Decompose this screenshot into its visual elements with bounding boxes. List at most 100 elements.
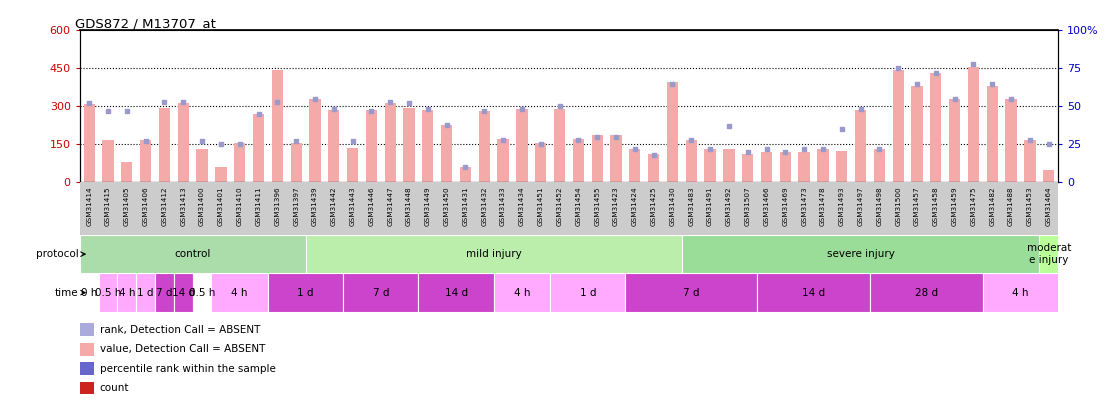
Bar bbox=[117, 273, 136, 312]
Text: percentile rank within the sample: percentile rank within the sample bbox=[100, 364, 276, 373]
Text: GSM31446: GSM31446 bbox=[368, 186, 375, 226]
Bar bbox=[926, 182, 945, 235]
Bar bbox=[967, 67, 979, 182]
Bar bbox=[99, 182, 117, 235]
Bar bbox=[813, 182, 832, 235]
Bar bbox=[837, 151, 848, 182]
Text: GSM31507: GSM31507 bbox=[745, 186, 751, 226]
Bar bbox=[400, 182, 419, 235]
Bar bbox=[193, 182, 212, 235]
Point bbox=[155, 98, 173, 105]
Text: 1 d: 1 d bbox=[297, 288, 314, 298]
Bar bbox=[497, 139, 509, 182]
Bar bbox=[403, 108, 414, 182]
Bar bbox=[136, 182, 155, 235]
Text: GSM31452: GSM31452 bbox=[556, 186, 563, 226]
Point bbox=[607, 134, 625, 140]
Bar bbox=[366, 110, 377, 182]
Point bbox=[513, 106, 531, 113]
Bar bbox=[889, 182, 907, 235]
Bar bbox=[438, 182, 456, 235]
Bar bbox=[271, 70, 283, 182]
Point bbox=[438, 121, 455, 128]
Text: GSM31498: GSM31498 bbox=[876, 186, 882, 226]
Point bbox=[362, 108, 380, 114]
Point bbox=[720, 123, 738, 129]
Point bbox=[814, 145, 832, 152]
Text: 7 d: 7 d bbox=[683, 288, 699, 298]
Point bbox=[268, 98, 286, 105]
Text: 4 h: 4 h bbox=[514, 288, 530, 298]
Bar bbox=[362, 182, 381, 235]
Text: GSM31455: GSM31455 bbox=[594, 186, 601, 226]
Point bbox=[626, 145, 644, 152]
Text: GSM31459: GSM31459 bbox=[952, 186, 957, 226]
Point bbox=[777, 149, 794, 155]
Bar bbox=[268, 182, 287, 235]
Text: GSM31464: GSM31464 bbox=[1046, 186, 1051, 226]
Text: GSM31458: GSM31458 bbox=[933, 186, 938, 226]
Text: GSM31450: GSM31450 bbox=[443, 186, 450, 226]
Bar bbox=[215, 167, 226, 182]
Bar bbox=[290, 143, 301, 182]
Bar bbox=[532, 182, 551, 235]
Bar bbox=[475, 182, 494, 235]
Bar bbox=[931, 73, 942, 182]
Bar bbox=[625, 273, 757, 312]
Bar bbox=[776, 182, 794, 235]
Point bbox=[984, 80, 1002, 87]
Text: GSM31475: GSM31475 bbox=[971, 186, 976, 226]
Point bbox=[909, 80, 926, 87]
Text: GSM31425: GSM31425 bbox=[650, 186, 657, 226]
Text: GSM31449: GSM31449 bbox=[424, 186, 431, 226]
Bar bbox=[325, 182, 343, 235]
Text: GSM31493: GSM31493 bbox=[839, 186, 844, 226]
Text: 4 h: 4 h bbox=[119, 288, 135, 298]
Bar bbox=[419, 182, 438, 235]
Bar bbox=[456, 182, 475, 235]
Bar bbox=[964, 182, 983, 235]
Bar bbox=[986, 86, 998, 182]
Text: GSM31401: GSM31401 bbox=[218, 186, 224, 226]
Bar bbox=[80, 235, 306, 273]
Bar bbox=[851, 182, 870, 235]
Text: 7 d: 7 d bbox=[156, 288, 173, 298]
Point bbox=[1022, 136, 1039, 143]
Point bbox=[551, 103, 568, 110]
Bar bbox=[249, 182, 268, 235]
Bar bbox=[268, 273, 343, 312]
Bar bbox=[592, 135, 603, 182]
Bar bbox=[625, 182, 644, 235]
Text: GSM31411: GSM31411 bbox=[256, 186, 261, 226]
Bar bbox=[700, 182, 719, 235]
Text: 0 h: 0 h bbox=[81, 288, 98, 298]
Text: 0.5 h: 0.5 h bbox=[95, 288, 121, 298]
Text: GSM31454: GSM31454 bbox=[575, 186, 582, 226]
Point bbox=[80, 100, 98, 107]
Text: control: control bbox=[174, 249, 211, 259]
Text: GSM31447: GSM31447 bbox=[387, 186, 393, 226]
Text: count: count bbox=[100, 383, 130, 393]
Bar bbox=[441, 125, 452, 182]
Point bbox=[645, 151, 663, 158]
Text: severe injury: severe injury bbox=[827, 249, 894, 259]
Bar bbox=[193, 273, 212, 312]
Bar bbox=[479, 111, 490, 182]
Bar bbox=[102, 141, 114, 182]
Point bbox=[796, 145, 813, 152]
Bar bbox=[1024, 141, 1036, 182]
Bar bbox=[780, 152, 791, 182]
Text: 14 d: 14 d bbox=[802, 288, 825, 298]
Bar bbox=[140, 141, 152, 182]
Bar bbox=[136, 273, 155, 312]
Bar bbox=[573, 139, 584, 182]
Bar bbox=[117, 182, 136, 235]
Point bbox=[325, 106, 342, 113]
Bar bbox=[686, 141, 697, 182]
Bar bbox=[347, 148, 358, 182]
Bar bbox=[513, 182, 532, 235]
Text: 4 h: 4 h bbox=[1013, 288, 1028, 298]
Bar bbox=[606, 182, 625, 235]
Bar bbox=[983, 182, 1002, 235]
Bar bbox=[719, 182, 738, 235]
